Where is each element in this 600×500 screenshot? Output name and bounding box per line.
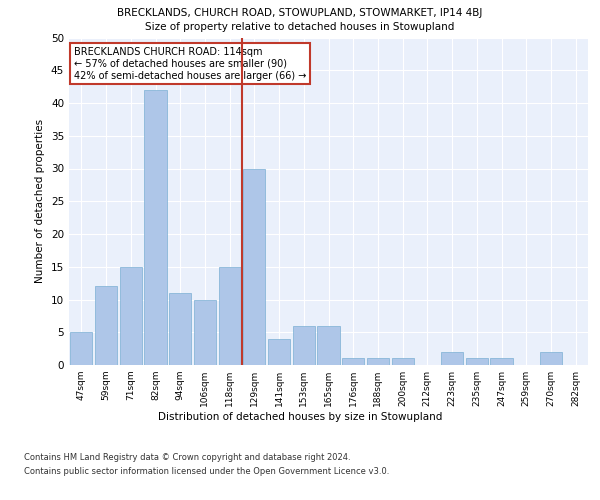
Bar (218, 267, 241, 365)
Text: BRECKLANDS, CHURCH ROAD, STOWUPLAND, STOWMARKET, IP14 4BJ: BRECKLANDS, CHURCH ROAD, STOWUPLAND, STO… (118, 8, 482, 18)
Bar (490, 358, 512, 365)
Bar (392, 358, 414, 365)
Bar (540, 352, 562, 365)
Bar (95, 286, 117, 365)
Bar (441, 352, 463, 365)
Text: Contains public sector information licensed under the Open Government Licence v3: Contains public sector information licen… (24, 468, 389, 476)
Bar (466, 358, 488, 365)
Bar (293, 326, 315, 365)
Bar (194, 300, 216, 365)
Bar (169, 293, 191, 365)
Bar (317, 326, 340, 365)
Bar (268, 339, 290, 365)
Y-axis label: Number of detached properties: Number of detached properties (35, 119, 46, 284)
Bar (367, 358, 389, 365)
Text: Distribution of detached houses by size in Stowupland: Distribution of detached houses by size … (158, 412, 442, 422)
Bar (70, 332, 92, 365)
Text: Size of property relative to detached houses in Stowupland: Size of property relative to detached ho… (145, 22, 455, 32)
Text: BRECKLANDS CHURCH ROAD: 114sqm
← 57% of detached houses are smaller (90)
42% of : BRECKLANDS CHURCH ROAD: 114sqm ← 57% of … (74, 48, 307, 80)
Bar (119, 267, 142, 365)
Bar (243, 168, 265, 365)
Text: Contains HM Land Registry data © Crown copyright and database right 2024.: Contains HM Land Registry data © Crown c… (24, 452, 350, 462)
Bar (145, 90, 167, 365)
Bar (342, 358, 364, 365)
